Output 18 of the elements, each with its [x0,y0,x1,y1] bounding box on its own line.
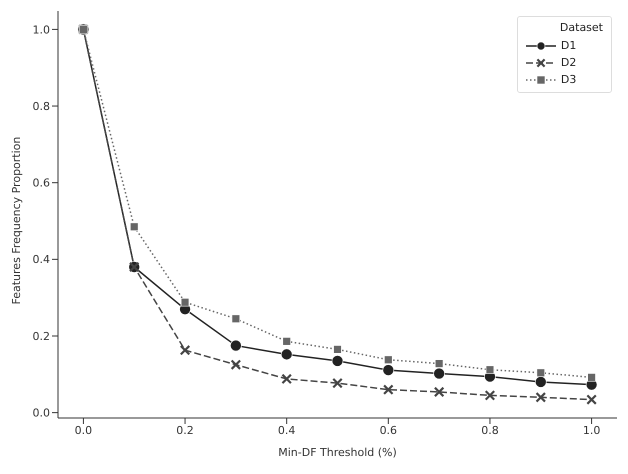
legend-label: D1 [560,39,576,52]
y-tick-label: 0.8 [32,100,50,113]
y-tick-label: 0.4 [32,253,50,266]
legend-label: D3 [560,73,576,86]
legend-title: Dataset [558,21,603,34]
x-tick-label: 1.0 [582,424,600,437]
legend-label: D2 [560,56,576,69]
x-axis-title: Min-DF Threshold (%) [278,446,397,459]
x-tick-label: 0.8 [481,424,499,437]
y-tick-label: 0.6 [32,176,50,190]
y-tick-label: 0.2 [32,330,50,343]
x-tick-label: 0.2 [176,424,194,437]
x-tick-label: 0.0 [74,424,92,437]
x-tick-label: 0.4 [278,424,296,437]
y-tick-label: 0.0 [32,406,50,420]
y-tick-label: 1.0 [32,23,50,36]
y-axis-title: Features Frequency Proportion [10,136,23,304]
x-tick-label: 0.6 [380,424,398,437]
